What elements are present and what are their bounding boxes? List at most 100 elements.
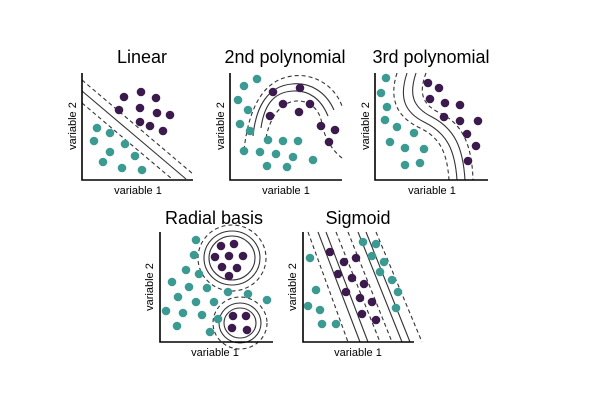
point-class-b [439,112,449,122]
point-class-a [239,146,249,156]
point-class-a [400,160,410,170]
point-class-a [262,161,272,171]
point-class-a [385,137,395,147]
point-class-b [114,105,124,115]
class-b-points [265,83,340,147]
point-class-b [227,323,237,333]
point-class-a [235,119,245,129]
plot-axes [374,73,488,181]
hyperplane-line [412,72,466,181]
point-class-b [333,269,343,279]
point-class-a [288,152,298,162]
point-class-b [455,100,465,110]
point-class-a [317,319,327,329]
point-class-a [379,257,389,267]
point-class-a [367,251,377,261]
point-class-b [242,325,252,335]
point-class-a [358,237,368,247]
margin-line [375,231,423,343]
margin-line [307,231,349,343]
point-class-b [316,121,326,131]
class-b-points [210,239,252,335]
point-class-b [135,117,145,127]
point-class-b [158,126,168,136]
hyperplane-line [252,83,335,137]
point-class-a [293,136,303,146]
margin-line [212,296,268,350]
class-a-points [89,123,147,175]
point-class-b [355,293,365,303]
panel-poly3: 3rd polynomial [360,47,490,197]
x-axis-label: variable 1 [334,347,382,359]
point-class-b [232,263,242,273]
panel-title: 2nd polynomial [224,47,345,67]
point-class-a [137,165,147,175]
decision-boundary [243,74,343,159]
class-a-points [376,73,429,170]
point-class-b [135,103,145,113]
point-class-a [387,275,397,285]
point-class-b [210,252,220,262]
point-class-a [392,122,402,132]
point-class-a [303,301,313,311]
point-class-a [263,135,273,145]
point-class-b [325,247,335,257]
point-class-b [423,78,433,88]
hyperplane-line [402,72,458,181]
point-class-a [382,102,392,112]
point-class-b [224,251,234,261]
point-class-b [305,99,315,109]
point-class-b [440,98,450,108]
panel-title: Sigmoid [325,208,390,228]
point-class-a [172,321,182,331]
point-class-b [471,141,481,151]
panel-sigmoid: Sigmoid [287,208,423,359]
point-class-b [434,83,444,93]
point-class-a [167,277,177,287]
point-class-b [294,107,304,117]
hyperplane-line [365,231,411,343]
point-class-b [357,309,367,319]
margin-line [265,100,343,159]
point-class-a [202,283,212,293]
point-class-a [271,149,281,159]
point-class-a [400,143,410,153]
margin-line [393,72,450,181]
class-a-points [233,74,318,172]
point-class-a [391,303,401,313]
point-class-a [191,297,201,307]
point-class-a [194,269,204,279]
margin-line [243,74,343,151]
point-class-a [205,327,215,337]
point-class-b [347,273,357,283]
point-class-a [243,105,253,115]
panel-title: Linear [117,47,167,67]
point-class-a [393,287,403,297]
panel-title: Radial basis [165,208,263,228]
point-class-b [136,87,146,97]
x-axis-label: variable 1 [262,185,310,197]
point-class-a [98,157,108,167]
point-class-b [473,116,483,126]
point-class-a [178,308,188,318]
panel-title: 3rd polynomial [372,47,489,67]
margin-line [81,79,194,175]
margin-line [335,231,381,343]
point-class-a [105,128,115,138]
point-class-a [375,267,385,277]
x-axis-label: variable 1 [191,347,239,359]
class-b-points [325,247,381,325]
x-axis-label: variable 1 [114,185,162,197]
point-class-b [351,253,361,263]
point-class-a [381,73,391,83]
point-class-b [359,279,369,289]
point-class-a [252,74,262,84]
point-class-b [278,99,288,109]
point-class-a [380,115,390,125]
point-class-a [181,265,191,275]
point-class-a [189,250,199,260]
point-class-b [425,94,435,104]
point-class-a [92,123,102,133]
point-class-b [463,156,473,166]
point-class-a [409,128,419,138]
